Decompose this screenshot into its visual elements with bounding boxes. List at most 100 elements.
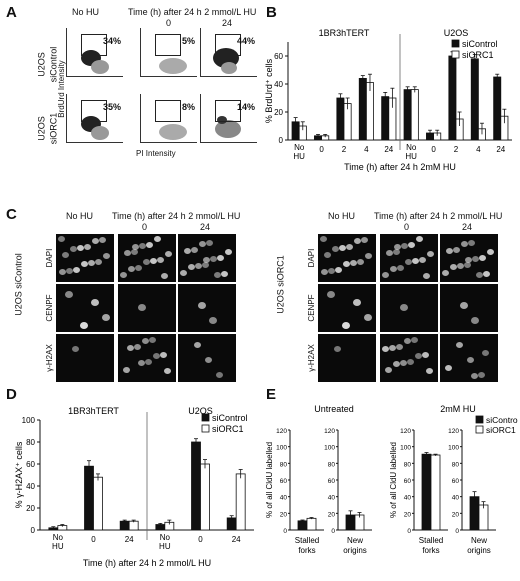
nucleus [127, 345, 134, 351]
legend-swatch [451, 50, 460, 59]
nucleus [199, 241, 206, 247]
micrograph-cenpf [380, 284, 438, 332]
flow-plot-siorc1-24h: 14% [200, 94, 257, 143]
nucleus [390, 266, 397, 272]
panel-a-ylabel: BrdUrd Intensity [57, 60, 66, 118]
x-tick-label: No [160, 533, 171, 542]
nucleus [139, 243, 146, 249]
x-tick-label: Stalled [419, 536, 443, 545]
nucleus [382, 346, 389, 352]
legend-label: siControl [462, 39, 498, 49]
nucleus [468, 240, 475, 246]
nucleus [194, 342, 201, 348]
gate-box [215, 34, 241, 56]
y-axis-label: % BrdUrd⁺ cells [264, 58, 274, 123]
nucleus [84, 244, 91, 250]
legend-label: siORC1 [486, 425, 516, 435]
nucleus [389, 345, 396, 351]
nucleus [154, 236, 161, 242]
micrograph-gh2ax [56, 334, 114, 382]
group-label: 1BR3hTERT [68, 406, 119, 416]
y-tick-label: 20 [26, 504, 35, 513]
nucleus [460, 302, 468, 309]
nucleus [128, 266, 135, 272]
bar-siORC1 [128, 520, 139, 531]
nucleus [394, 244, 401, 250]
bar-siORC1 [366, 82, 374, 141]
nucleus [150, 258, 157, 264]
nucleus [70, 246, 77, 252]
micrograph-dapi [178, 234, 236, 282]
flow-plot-sicontrol-24h: 44% [200, 28, 257, 77]
x-tick-label: Stalled [295, 536, 319, 545]
nucleus [339, 245, 346, 251]
nucleus [400, 360, 407, 366]
x-tick-label: 0 [319, 145, 324, 154]
nucleus [471, 373, 478, 379]
y-tick-label: 0 [31, 526, 36, 535]
nucleus [350, 260, 357, 266]
micrograph-cenpf [56, 284, 114, 332]
nucleus [198, 302, 206, 309]
x-tick-label: 24 [496, 145, 505, 154]
bar-siORC1 [93, 476, 103, 531]
x-tick-label: 0 [431, 145, 436, 154]
nucleus [354, 238, 361, 244]
micrograph-gh2ax [440, 334, 498, 382]
e-title: 2mM HU [440, 404, 476, 414]
legend-swatch [475, 425, 484, 434]
nucleus [180, 270, 187, 276]
nucleus [205, 357, 212, 363]
bar-siORC1 [410, 89, 419, 141]
nucleus [361, 237, 368, 243]
nucleus [160, 352, 167, 358]
nucleus [386, 250, 393, 256]
nucleus [472, 256, 479, 262]
nucleus [327, 291, 335, 298]
nucleus [134, 344, 141, 350]
x-tick-label: forks [422, 546, 439, 555]
nucleus [320, 236, 327, 242]
panel-a-col-0: 0 [166, 18, 172, 28]
nucleus [465, 257, 472, 263]
x-tick-label: HU [159, 542, 171, 551]
panel-a-col-nohu: No HU [72, 7, 100, 17]
nucleus [103, 253, 110, 259]
nucleus [324, 252, 331, 258]
group-label: U2OS [444, 28, 469, 38]
nucleus [195, 263, 202, 269]
y-tick-label: 60 [404, 478, 412, 485]
micro-col-0: 0 [404, 222, 410, 232]
y-tick-label: 20 [274, 108, 283, 117]
panel-a-label: A [6, 4, 17, 21]
flow-plot-siorc1-0h: 8% [140, 94, 197, 143]
flow-percent: 5% [181, 36, 195, 46]
y-tick-label: 40 [280, 495, 288, 502]
nucleus [124, 250, 131, 256]
y-tick-label: 40 [404, 495, 412, 502]
bar-siORC1 [306, 517, 317, 531]
micro-col-time: Time (h) after 24 h 2 mmol/L HU [374, 211, 503, 221]
y-tick-label: 0 [331, 528, 335, 535]
bar-siControl [448, 55, 457, 141]
group-label: 1BR3hTERT [319, 28, 370, 38]
nucleus [321, 269, 328, 275]
nucleus [364, 314, 372, 321]
bar-siORC1 [235, 473, 246, 531]
micrograph-dapi [440, 234, 498, 282]
gate-box [215, 100, 241, 122]
nucleus [157, 257, 164, 263]
nucleus [142, 338, 149, 344]
panel-e-label: E [266, 386, 277, 403]
nucleus [138, 304, 146, 311]
nucleus [332, 246, 339, 252]
nucleus [59, 269, 66, 275]
bar-siControl [421, 453, 432, 531]
legend-label: siORC1 [462, 50, 494, 60]
flow-plot-sicontrol-nohu: 34% [66, 28, 123, 77]
nucleus [479, 255, 486, 261]
bar-siControl [403, 89, 412, 141]
x-tick-label: 24 [384, 145, 393, 154]
nucleus [365, 253, 372, 259]
